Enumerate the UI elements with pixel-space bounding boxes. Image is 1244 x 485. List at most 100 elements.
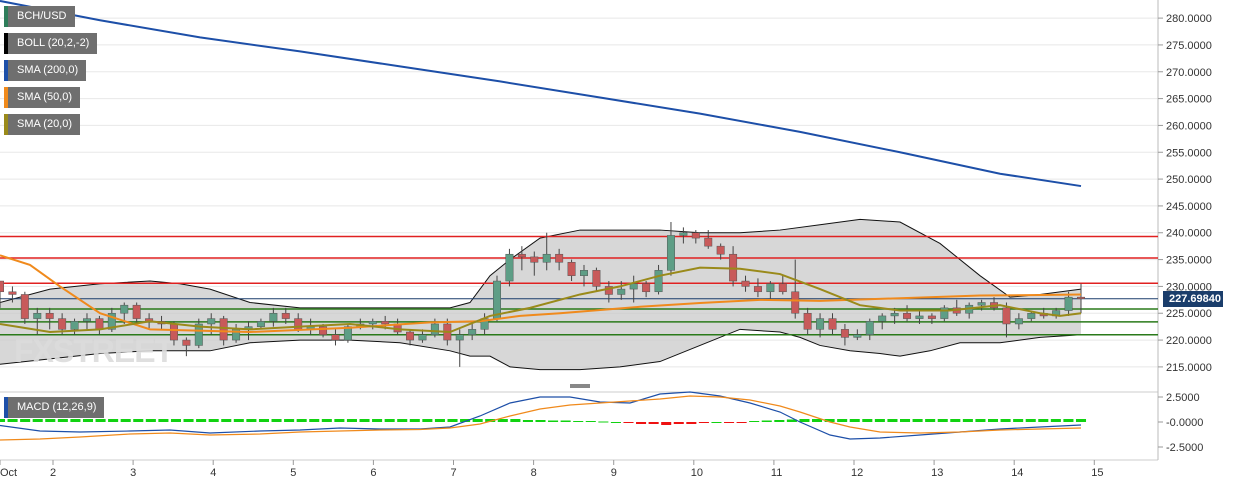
y-tick-label: 275.0000: [1166, 40, 1212, 52]
candle-body: [1077, 296, 1085, 300]
macd-panel: [0, 391, 1087, 441]
candle-body: [803, 312, 812, 330]
candle-body: [406, 331, 415, 341]
macd-histogram-bar: [786, 419, 797, 422]
current-price-value: 227.69840: [1169, 292, 1221, 305]
legend-item[interactable]: SMA (50,0): [4, 87, 81, 108]
candle-body: [940, 307, 949, 319]
macd-histogram-bar: [648, 422, 659, 424]
panel-resize-handle: [570, 384, 590, 388]
macd-histogram-bar: [359, 419, 370, 422]
candle-body: [169, 323, 178, 341]
macd-histogram-bar: [271, 419, 282, 422]
macd-histogram-bar: [812, 419, 823, 422]
macd-histogram-bar: [1025, 419, 1036, 422]
macd-histogram-bar: [82, 419, 94, 422]
x-tick-label: 8: [531, 467, 537, 479]
macd-histogram-bar: [183, 419, 194, 422]
macd-histogram-bar: [208, 419, 219, 422]
candle-body: [691, 232, 700, 239]
horizontal-levels: [0, 235, 1158, 336]
candle-body: [505, 253, 514, 282]
candle-body: [256, 321, 265, 327]
candle-body: [890, 312, 899, 317]
candle-body: [107, 312, 116, 330]
macd-histogram-bar: [133, 419, 144, 422]
macd-histogram-bar: [258, 419, 269, 422]
x-tick-label: 6: [370, 467, 376, 479]
macd-histogram-bar: [221, 419, 232, 422]
legend-item[interactable]: SMA (200,0): [4, 60, 87, 81]
macd-histogram-bar: [585, 421, 596, 422]
current-price-tag: 227.69840: [1163, 290, 1223, 307]
macd-histogram-bar: [548, 420, 559, 422]
macd-legend: MACD (12,26,9): [4, 397, 105, 418]
candle-body: [381, 321, 390, 325]
candle-body: [281, 312, 290, 319]
candle-body: [182, 339, 191, 346]
macd-histogram-bar: [623, 422, 634, 423]
y-tick-label: 255.0000: [1166, 147, 1212, 159]
bollinger-upper: [0, 218, 1082, 309]
legend-item[interactable]: SMA (20,0): [4, 114, 81, 135]
macd-swatch: [4, 397, 8, 418]
macd-histogram-bar: [899, 419, 911, 422]
y-tick-label: 235.0000: [1166, 255, 1212, 267]
macd-histogram-bar: [698, 422, 709, 423]
macd-histogram-bar: [246, 419, 257, 422]
y-tick-label: 280.0000: [1166, 13, 1212, 25]
legend-label: BCH/USD: [17, 10, 67, 22]
moving-averages: [0, 0, 1082, 334]
macd-histogram-bar: [233, 419, 244, 422]
x-tick-label: 13: [931, 467, 943, 479]
macd-line: [0, 391, 1082, 440]
legend-swatch: [4, 33, 8, 54]
x-tick-label: 7: [451, 467, 457, 479]
x-tick-label: 4: [210, 467, 216, 479]
legend-item[interactable]: BCH/USD: [4, 6, 75, 27]
candle-body: [45, 312, 54, 319]
signal-line: [0, 395, 1082, 441]
macd-histogram-bar: [774, 420, 785, 422]
candle-body: [8, 291, 17, 295]
y-tick-label: 245.0000: [1166, 201, 1212, 213]
macd-histogram-bar: [673, 422, 684, 424]
macd-histogram-bar: [372, 419, 383, 422]
macd-histogram-bar: [1038, 419, 1049, 422]
candle-body: [58, 318, 67, 330]
candle-body: [903, 312, 912, 319]
candle-body: [679, 232, 688, 236]
macd-histogram-bar: [1000, 419, 1011, 422]
x-tick-label: 14: [1011, 467, 1023, 479]
sma20-line: [0, 266, 1082, 334]
macd-histogram-bar: [196, 419, 207, 422]
macd-histogram-bar: [145, 419, 156, 422]
legend-swatch: [4, 60, 8, 81]
macd-histogram-bar: [472, 419, 483, 422]
candle-body: [666, 235, 675, 271]
legend-item[interactable]: BOLL (20,2,-2): [4, 33, 98, 54]
macd-histogram-bar: [937, 419, 948, 422]
macd-histogram-bar: [45, 419, 56, 422]
sma50-line: [0, 254, 1082, 334]
candle-body: [207, 318, 216, 325]
macd-histogram-bar: [598, 421, 609, 423]
macd-histogram-bar: [661, 422, 672, 425]
macd-y-tick-label: -0.0000: [1166, 417, 1203, 429]
macd-histogram-bar: [535, 420, 546, 422]
candle-body: [654, 270, 663, 293]
axes: 280.0000 275.0000 270.0000 265.0000 260.0000…: [0, 13, 1212, 479]
macd-histogram-bar: [975, 419, 986, 422]
macd-y-tick-label: -2.5000: [1166, 442, 1203, 454]
legend-swatch: [4, 6, 8, 27]
macd-histogram-bar: [0, 419, 6, 422]
candle-body: [194, 323, 203, 346]
macd-histogram-bar: [321, 419, 332, 422]
y-tick-label: 225.0000: [1166, 308, 1212, 320]
y-tick-label: 215.0000: [1166, 362, 1212, 374]
macd-histogram-bar: [560, 420, 571, 422]
macd-histogram-bar: [573, 421, 584, 422]
legend-label: SMA (20,0): [17, 118, 73, 130]
candle-body: [791, 291, 800, 314]
